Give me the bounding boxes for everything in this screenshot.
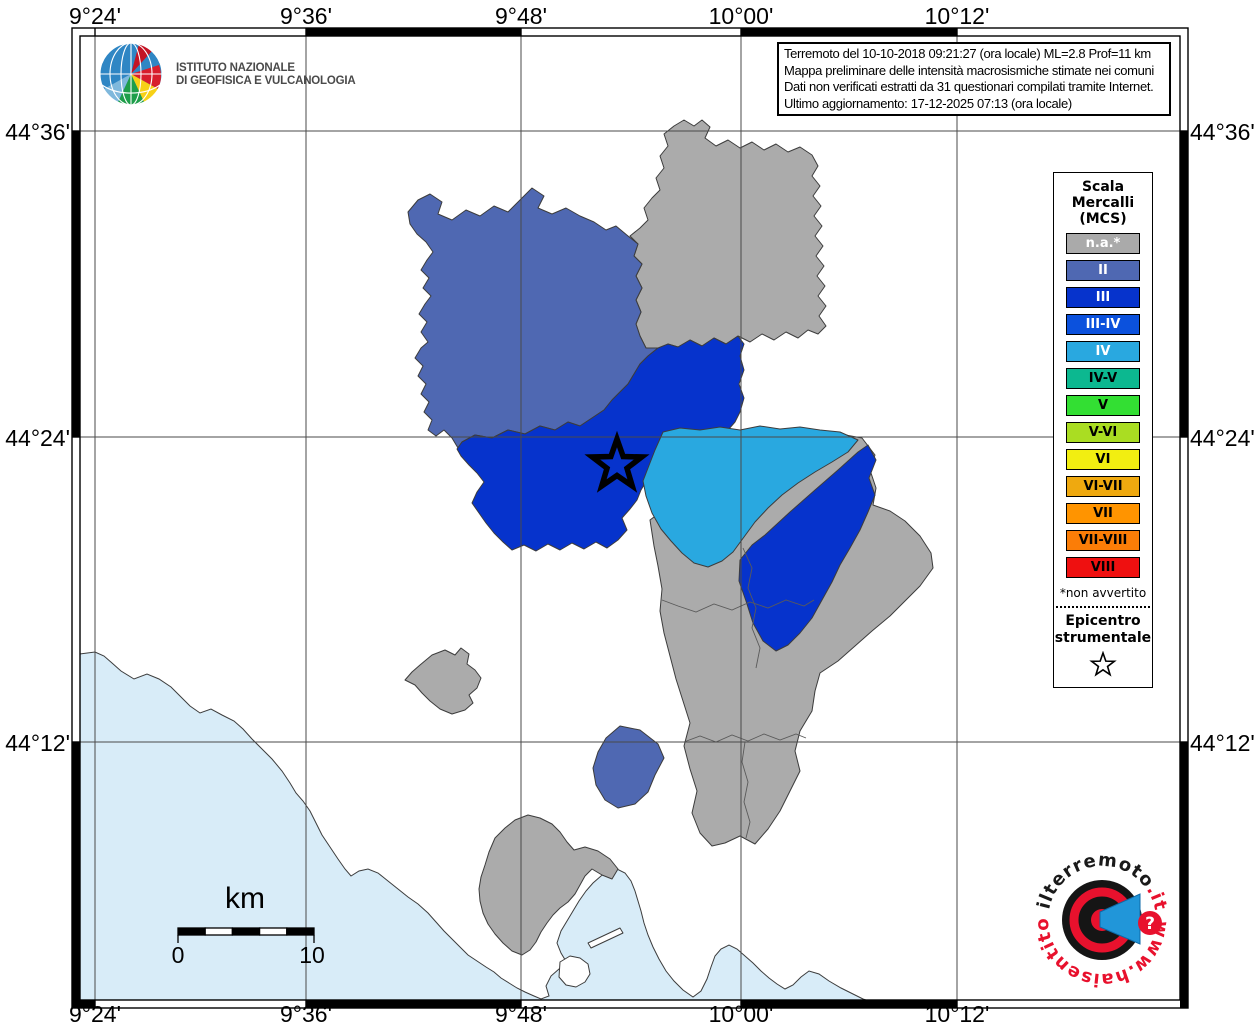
- lat-label-left-0: 44°36': [5, 119, 70, 145]
- lon-label-top-2: 9°48': [495, 3, 547, 29]
- legend-title: Scala Mercalli (MCS): [1071, 179, 1135, 227]
- legend-swatch-III: III: [1066, 287, 1140, 308]
- epicenter-star: [584, 430, 650, 493]
- watermark-question-mark: ?: [1145, 914, 1155, 934]
- scale-bar: [177, 927, 315, 943]
- lon-label-bottom-1: 9°36': [280, 1001, 332, 1024]
- scale-bar-end: 10: [299, 942, 325, 968]
- legend-items: n.a.* II III III-IV IV IV-V V V-VI VI VI-VII VII VI…: [1066, 233, 1140, 578]
- lat-label-left-1: 44°24': [5, 425, 70, 451]
- lon-label-bottom-4: 10°12': [924, 1001, 990, 1024]
- sea: [71, 651, 873, 1003]
- lon-label-top-1: 9°36': [280, 3, 332, 29]
- legend-swatch-VII-VIII: VII-VIII: [1066, 530, 1140, 551]
- municipality-iii-east: [738, 444, 877, 652]
- legend-swatch-VIII: VIII: [1066, 557, 1140, 578]
- ingv-logotype-line2: DI GEOFISICA E VULCANOLOGIA: [176, 75, 356, 87]
- municipality-na-portovenere: [478, 814, 619, 956]
- lon-label-top-3: 10°00': [708, 3, 774, 29]
- legend-swatch-IV-V: IV-V: [1066, 368, 1140, 389]
- info-line-event: Terremoto del 10-10-2018 09:21:27 (ora l…: [784, 46, 1151, 61]
- legend-swatch-VI: VI: [1066, 449, 1140, 470]
- legend-swatch-n.a.*: n.a.*: [1066, 233, 1140, 254]
- scale-bar-unit: km: [225, 882, 265, 915]
- legend-swatch-V-VI: V-VI: [1066, 422, 1140, 443]
- info-line-questionnaires: Dati non verificati estratti da 31 quest…: [784, 79, 1154, 94]
- legend-swatch-VI-VII: VI-VII: [1066, 476, 1140, 497]
- map-frame: [71, 27, 1189, 1009]
- legend-divider: [1056, 606, 1150, 608]
- lat-label-right-2: 44°12': [1190, 730, 1255, 756]
- municipality-iv-cyan: [642, 425, 859, 568]
- legend-swatch-VII: VII: [1066, 503, 1140, 524]
- legend-swatch-II: II: [1066, 260, 1140, 281]
- breakwater: [587, 927, 624, 949]
- haisentito-logo: ? ilterremoto.it www.haisentito: [1032, 849, 1172, 990]
- lat-label-right-0: 44°36': [1190, 119, 1255, 145]
- info-line-map-type: Mappa preliminare delle intensità macros…: [784, 62, 1154, 78]
- lon-label-top-0: 9°24': [69, 3, 121, 29]
- info-line-updated: Ultimo aggiornamento: 17-12-2025 07:13 (…: [784, 95, 1072, 111]
- lat-label-right-1: 44°24': [1190, 425, 1255, 451]
- lon-label-bottom-3: 10°00': [708, 1001, 774, 1024]
- ingv-logotype: ISTITUTO NAZIONALE DI GEOFISICA E VULCAN…: [176, 62, 356, 88]
- ingv-globe-logo: [99, 42, 163, 106]
- lon-label-bottom-2: 9°48': [495, 1001, 547, 1024]
- legend-footnote: *non avvertito: [1059, 586, 1147, 600]
- legend-swatch-III-IV: III-IV: [1066, 314, 1140, 335]
- lat-label-left-2: 44°12': [5, 730, 70, 756]
- palmaria-island: [558, 955, 591, 988]
- legend-epicenter-title: Epicentro strumentale: [1054, 613, 1152, 646]
- legend-swatch-V: V: [1066, 395, 1140, 416]
- epicenter-star-icon: [1089, 651, 1117, 677]
- municipality-na-northeast: [629, 119, 827, 351]
- earthquake-info-box: Terremoto del 10-10-2018 09:21:27 (ora l…: [777, 42, 1171, 116]
- mcs-legend: Scala Mercalli (MCS) n.a.* II III III-IV IV I…: [1053, 172, 1153, 688]
- municipality-na-island-blob: [404, 647, 482, 715]
- lon-label-bottom-0: 9°24': [69, 1001, 121, 1024]
- ingv-logotype-line1: ISTITUTO NAZIONALE: [176, 62, 295, 74]
- lon-label-top-4: 10°12': [924, 3, 990, 29]
- municipality-ii-south: [592, 725, 665, 809]
- comune-inner-borders: [661, 547, 815, 839]
- scale-bar-start: 0: [171, 942, 185, 968]
- graticule-grid: [80, 36, 1180, 1000]
- legend-swatch-IV: IV: [1066, 341, 1140, 362]
